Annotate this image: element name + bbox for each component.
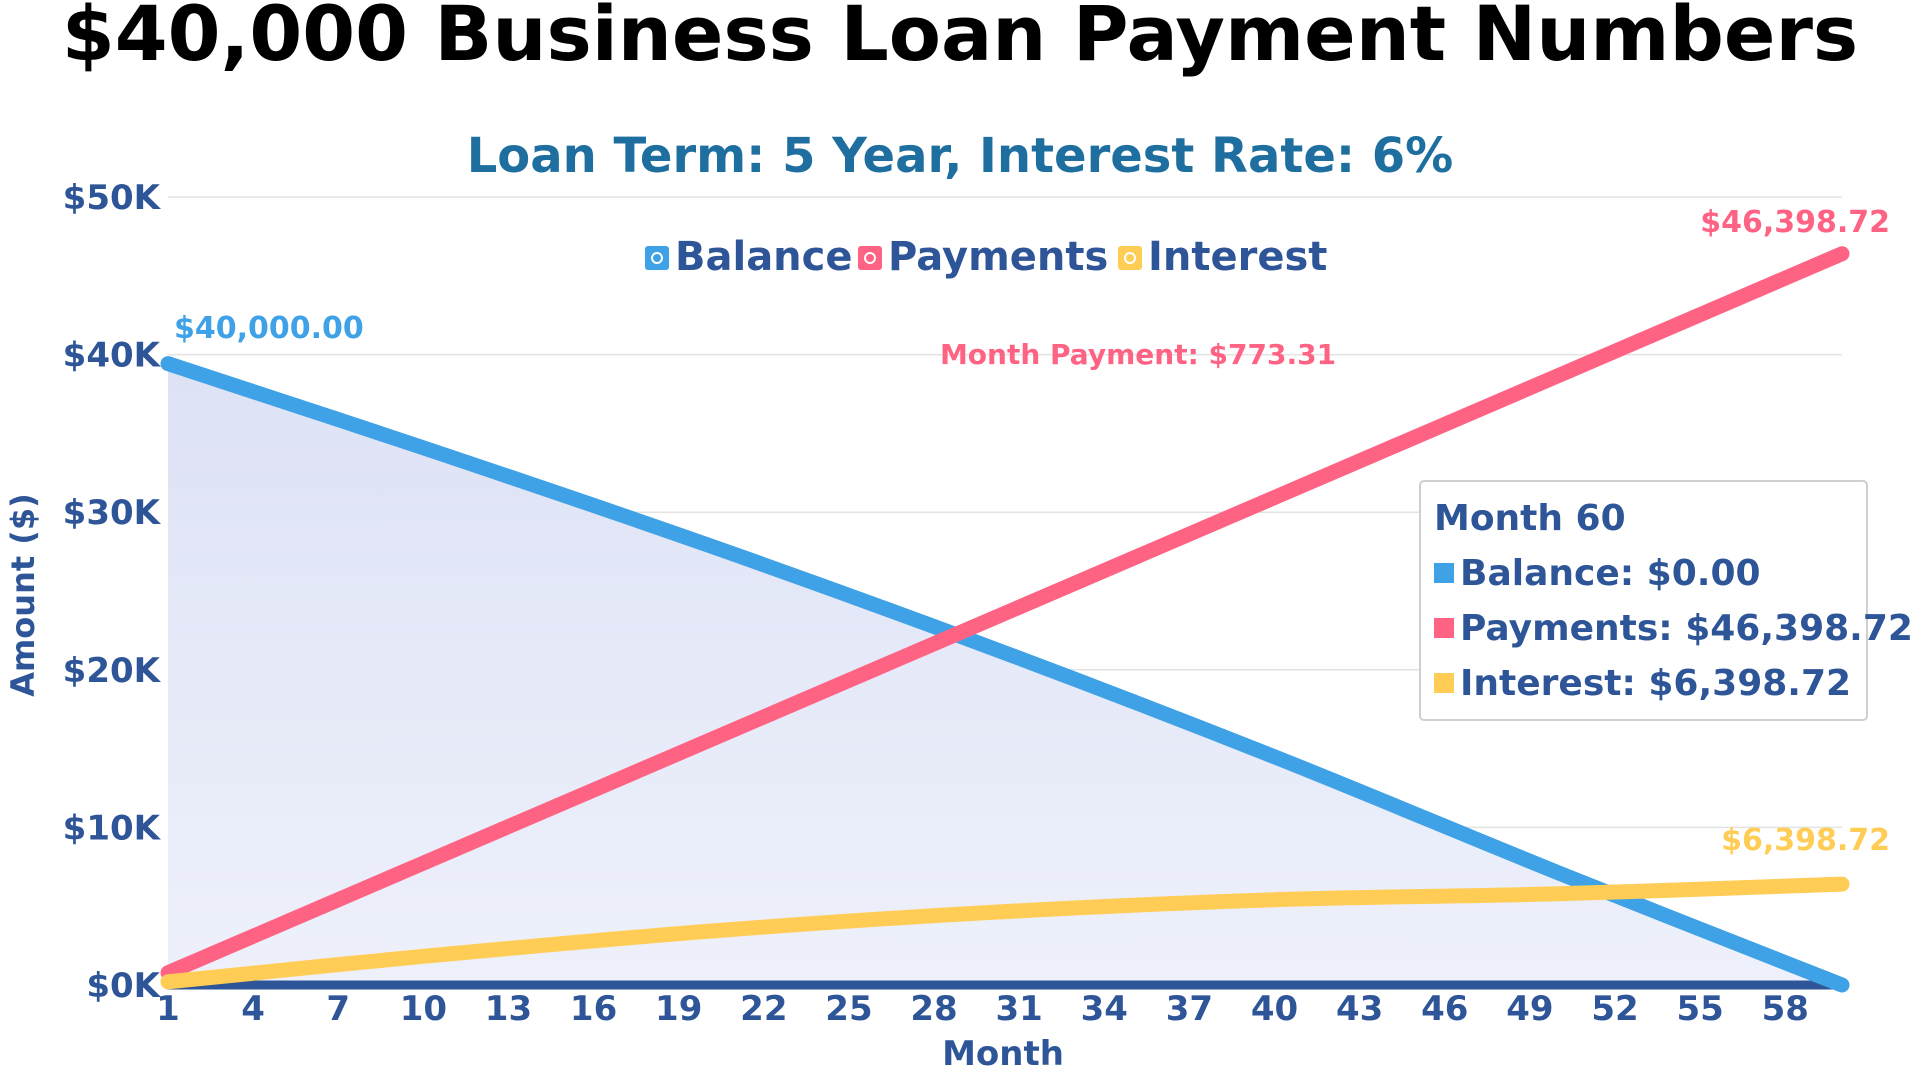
x-tick-label: 19: [655, 989, 702, 1029]
x-tick-label: 1: [156, 989, 180, 1029]
y-tick-label: $10K: [63, 808, 162, 848]
x-tick-label: 25: [825, 989, 872, 1029]
x-tick-label: 31: [996, 989, 1043, 1029]
legend-item-interest[interactable]: Interest: [1118, 234, 1327, 280]
series-layer: [160, 246, 1850, 993]
y-tick-label: $50K: [63, 178, 162, 218]
legend-item-balance[interactable]: Balance: [645, 234, 853, 280]
x-tick-label: 7: [326, 989, 350, 1029]
legend-marker-icon: [1124, 252, 1136, 264]
legend-swatch-payments: [858, 246, 882, 270]
x-tick-label: 22: [740, 989, 787, 1029]
x-tick-label: 46: [1421, 989, 1468, 1029]
x-tick-label: 37: [1166, 989, 1213, 1029]
x-tick-label: 55: [1676, 989, 1723, 1029]
x-tick-label: 52: [1591, 989, 1638, 1029]
tooltip-payments: Payments: $46,398.72: [1460, 608, 1913, 649]
annotation-end-interest: $6,398.72: [1721, 823, 1890, 858]
x-tick-label: 13: [485, 989, 532, 1029]
legend-marker-icon: [651, 252, 663, 264]
y-tick-label: $40K: [63, 336, 162, 376]
x-tick-label: 40: [1251, 989, 1298, 1029]
tooltip-interest: Interest: $6,398.72: [1460, 663, 1851, 704]
chart-subtitle: Loan Term: 5 Year, Interest Rate: 6%: [467, 128, 1454, 184]
x-tick-label: 16: [570, 989, 617, 1029]
tooltip-swatch-interest: [1434, 673, 1454, 693]
annotation-start-balance: $40,000.00: [174, 311, 364, 346]
annotation-end-payments: $46,398.72: [1700, 205, 1890, 240]
legend-label-balance: Balance: [675, 234, 853, 280]
y-tick-label: $30K: [63, 493, 162, 533]
series-line-balance[interactable]: [160, 356, 1850, 993]
legend-swatch-interest: [1118, 246, 1142, 270]
x-tick-label: 43: [1336, 989, 1383, 1029]
balance-area: [168, 363, 1842, 985]
y-axis-title: Amount ($): [4, 493, 42, 697]
legend-label-payments: Payments: [888, 234, 1108, 280]
x-tick-label: 49: [1506, 989, 1553, 1029]
tooltip: Month 60 Balance: $0.00 Payments: $46,39…: [1419, 480, 1913, 721]
x-axis-title: Month: [942, 1034, 1064, 1074]
legend: Balance Payments Interest: [645, 234, 1327, 280]
x-tick-label: 4: [241, 989, 265, 1029]
axes: $0K $10K $20K $30K $40K $50K 1 4 7 10 13 16 19 22 25 28…: [63, 178, 1809, 1029]
y-tick-label: $0K: [86, 966, 161, 1006]
y-tick-label: $20K: [63, 651, 162, 691]
legend-marker-icon: [864, 252, 876, 264]
chart-title: $40,000 Business Loan Payment Numbers: [62, 0, 1858, 78]
annotation-month-payment: Month Payment: $773.31: [940, 338, 1336, 371]
legend-label-interest: Interest: [1148, 234, 1327, 280]
tooltip-balance: Balance: $0.00: [1460, 553, 1761, 594]
x-tick-label: 34: [1081, 989, 1128, 1029]
x-tick-label: 28: [910, 989, 957, 1029]
legend-item-payments[interactable]: Payments: [858, 234, 1108, 280]
x-tick-label: 58: [1762, 989, 1809, 1029]
tooltip-swatch-balance: [1434, 563, 1454, 583]
tooltip-box: [1419, 480, 1868, 721]
x-tick-label: 10: [400, 989, 447, 1029]
series-line-payments[interactable]: [160, 246, 1850, 981]
tooltip-title: Month 60: [1434, 498, 1626, 539]
tooltip-swatch-payments: [1434, 618, 1454, 638]
legend-swatch-balance: [645, 246, 669, 270]
